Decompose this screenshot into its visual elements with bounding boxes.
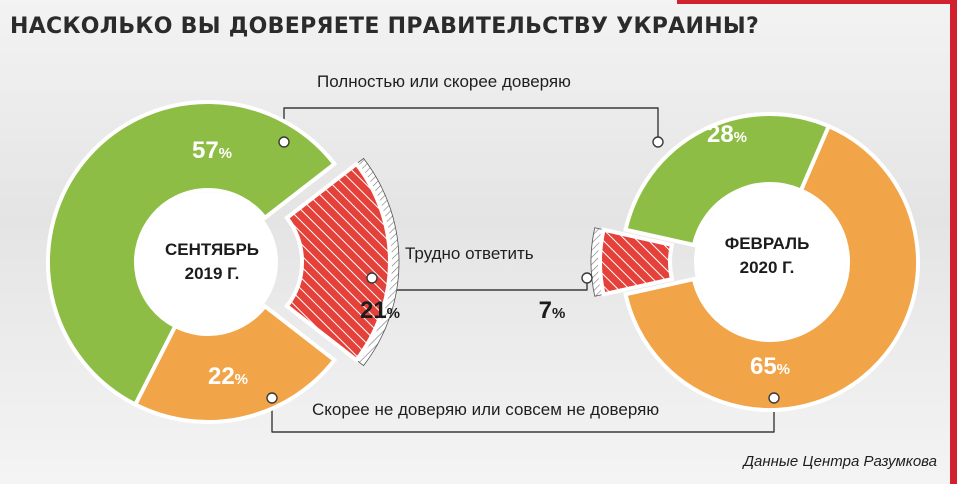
left-period-year: 2019 Г.	[184, 264, 240, 283]
trust-connector	[283, 107, 659, 142]
trust-band-label: Полностью или скорее доверяю	[317, 72, 571, 91]
right-slice-unsure	[598, 227, 675, 297]
right-period-month: ФЕВРАЛЬ	[724, 234, 810, 253]
left-center-disc	[138, 192, 278, 332]
chart-title: НАСКОЛЬКО ВЫ ДОВЕРЯЕТЕ ПРАВИТЕЛЬСТВУ УКР…	[10, 14, 760, 39]
left-period-month: СЕНТЯБРЬ	[164, 240, 260, 259]
right-center-disc	[694, 186, 846, 338]
side-accent-bar	[950, 0, 957, 484]
right-slice-distrust	[623, 123, 920, 412]
right-period-year: 2020 Г.	[739, 258, 795, 277]
unsure-connector	[371, 278, 588, 291]
distrust-connector-dot-right	[768, 392, 780, 404]
right-period-label: ФЕВРАЛЬ 2020 Г.	[697, 232, 837, 280]
distrust-connector	[271, 398, 775, 433]
left-slice-distrust	[132, 303, 338, 424]
top-accent-bar	[677, 0, 957, 4]
source-note: Данные Центра Разумкова	[743, 453, 937, 470]
trust-connector-dot-right	[652, 136, 664, 148]
left-value-trust: 57%	[192, 137, 232, 164]
distrust-band-label: Скорее не доверяю или совсем не доверяю	[312, 400, 660, 419]
left-value-distrust: 22%	[208, 363, 248, 390]
trust-connector-dot-left	[278, 136, 290, 148]
left-period-label: СЕНТЯБРЬ 2019 Г.	[142, 238, 282, 286]
unsure-connector-dot-left	[366, 272, 378, 284]
left-slice-unsure	[284, 161, 392, 363]
left-slice-trust	[46, 100, 338, 408]
unsure-band-label: Трудно ответить	[405, 244, 534, 263]
right-value-unsure: 7%	[539, 297, 566, 324]
left-value-unsure: 21%	[360, 297, 400, 324]
unsure-connector-dot-right	[581, 272, 593, 284]
right-value-trust: 28%	[707, 121, 747, 148]
right-value-distrust: 65%	[750, 353, 790, 380]
distrust-connector-dot-left	[266, 392, 278, 404]
right-slice-trust	[623, 112, 832, 248]
